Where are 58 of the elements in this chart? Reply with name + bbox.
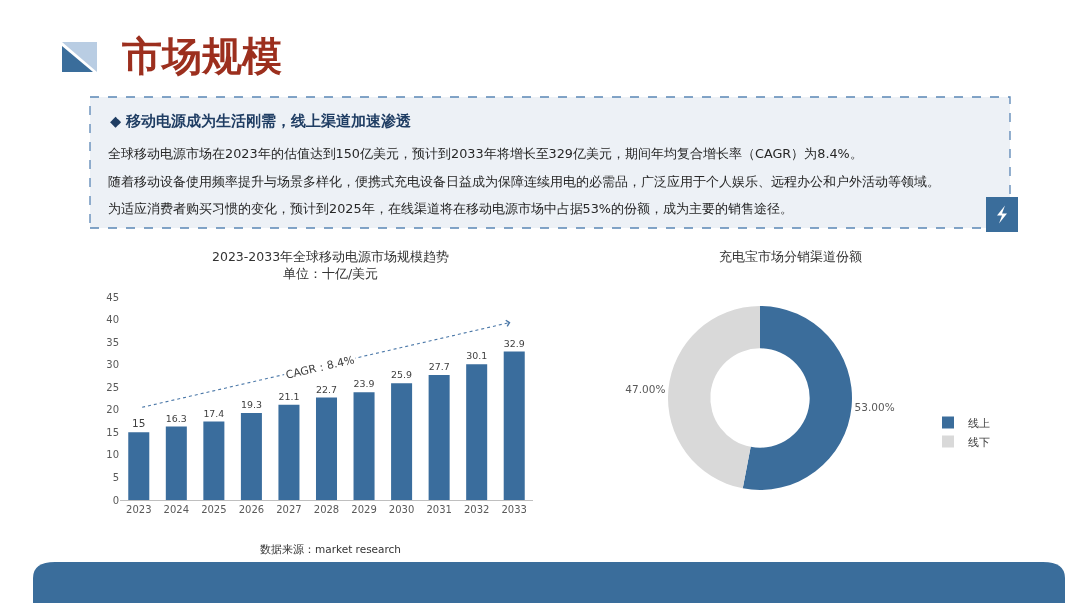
data-label: 53.00% xyxy=(854,400,895,413)
legend-label: 线上 xyxy=(968,416,990,430)
donut-slice xyxy=(742,306,852,490)
data-label: 16.3 xyxy=(165,412,187,424)
bar xyxy=(278,404,300,500)
bar xyxy=(391,383,413,500)
x-tick-label: 2024 xyxy=(163,504,190,516)
data-label: 19.3 xyxy=(240,399,262,411)
data-label: 23.9 xyxy=(353,378,375,390)
bar xyxy=(240,412,262,500)
y-tick-label: 45 xyxy=(106,291,119,303)
data-label: 17.4 xyxy=(203,407,225,419)
donut-slice xyxy=(668,306,760,489)
y-tick-label: 5 xyxy=(112,471,119,483)
x-tick-label: 2025 xyxy=(201,504,227,516)
text: 为适应消费者购买习惯的变化，预计到2025年，在线渠道将在移动电源市场中占据53%的份额，成为主要的销售途径。 xyxy=(108,201,794,216)
bar xyxy=(315,397,338,500)
x-tick-label: 2026 xyxy=(238,504,265,516)
data-label: 47.00% xyxy=(625,383,666,396)
x-tick-label: 2032 xyxy=(463,504,490,516)
bar xyxy=(353,392,375,500)
text: ◆ 移动电源成为生活刚需，线上渠道加速渗透 xyxy=(110,113,412,129)
data-label: 21.1 xyxy=(278,391,300,403)
text: 市场规模 xyxy=(121,33,282,79)
y-tick-label: 10 xyxy=(106,449,119,461)
data-label: 30.1 xyxy=(466,350,488,362)
x-tick-label: 2028 xyxy=(313,504,340,516)
x-tick-label: 2027 xyxy=(276,504,302,516)
bar xyxy=(428,375,450,500)
bar xyxy=(466,364,488,500)
y-tick-label: 20 xyxy=(106,404,119,416)
data-label: 15 xyxy=(132,417,146,430)
x-tick-label: 2030 xyxy=(388,504,415,516)
y-tick-label: 30 xyxy=(106,359,119,371)
x-tick-label: 2029 xyxy=(351,504,377,516)
bar xyxy=(165,426,187,500)
data-label: 32.9 xyxy=(503,337,525,349)
y-tick-label: 15 xyxy=(106,426,119,438)
x-tick-label: 2031 xyxy=(426,504,452,516)
data-label: 25.9 xyxy=(391,369,413,381)
y-tick-label: 25 xyxy=(106,381,119,393)
chart-title: 充电宝市场分销渠道份额 xyxy=(719,249,862,264)
chart-title: 2023-2033年全球移动电源市场规模趋势 xyxy=(212,249,450,264)
y-tick-label: 40 xyxy=(106,314,119,326)
data-label: 27.7 xyxy=(428,361,450,373)
bar xyxy=(503,351,525,500)
text: 全球移动电源市场在2023年的估值达到150亿美元，预计到2033年将增长至329亿美元，期间年均复合增长率（CAGR）为8.4%。 xyxy=(108,146,863,161)
bar xyxy=(128,432,150,500)
legend-label: 线下 xyxy=(968,435,990,449)
y-tick-label: 0 xyxy=(112,494,119,506)
chart-subtitle: 单位：十亿/美元 xyxy=(283,266,379,281)
bar xyxy=(203,421,225,500)
y-tick-label: 35 xyxy=(106,336,119,348)
text: 随着移动设备使用频率提升与场景多样化，便携式充电设备日益成为保障连续用电的必需品，广泛应用于个人娱乐、远程办公和户外活动等领域。 xyxy=(108,174,940,189)
x-tick-label: 2023 xyxy=(126,504,152,516)
source-note: 数据来源：market research xyxy=(260,543,402,555)
data-label: 22.7 xyxy=(316,383,337,395)
x-tick-label: 2033 xyxy=(501,504,527,516)
